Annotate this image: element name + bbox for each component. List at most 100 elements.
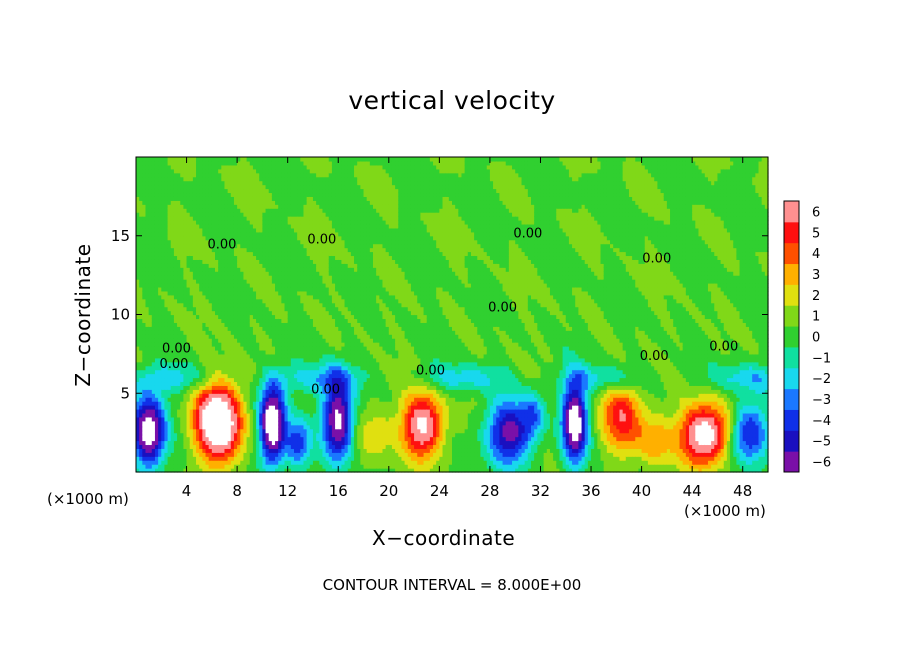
field-cell — [173, 405, 178, 410]
field-cell — [215, 223, 219, 229]
field-cell — [240, 428, 245, 434]
field-cell — [233, 251, 238, 257]
field-cell — [189, 176, 194, 182]
field-cell — [237, 200, 241, 205]
field-cell — [202, 326, 207, 331]
field-cell — [161, 416, 166, 422]
field-cell — [211, 389, 216, 394]
field-cell — [237, 259, 241, 264]
field-cell — [189, 326, 194, 331]
field-cell — [233, 381, 238, 386]
field-cell — [246, 235, 251, 241]
field-cell — [230, 420, 235, 426]
field-cell — [221, 460, 226, 465]
field-cell — [136, 322, 140, 327]
field-cell — [139, 346, 143, 351]
field-cell — [249, 231, 254, 237]
field-cell — [180, 306, 184, 312]
field-cell — [224, 373, 229, 379]
field-cell — [164, 314, 169, 320]
field-cell — [199, 223, 203, 229]
field-cell — [154, 227, 159, 233]
field-cell — [148, 204, 153, 209]
field-cell — [205, 436, 210, 442]
field-cell — [243, 298, 248, 304]
field-cell — [170, 428, 175, 434]
field-cell — [145, 160, 150, 166]
field-cell — [227, 373, 232, 379]
field-cell — [240, 310, 245, 316]
field-cell — [180, 349, 184, 355]
field-cell — [173, 231, 178, 237]
field-cell — [224, 460, 229, 465]
field-cell — [240, 349, 245, 355]
field-cell — [142, 259, 147, 264]
field-cell — [186, 440, 191, 446]
field-cell — [192, 436, 197, 442]
field-cell — [233, 200, 238, 205]
field-cell — [154, 460, 159, 465]
field-cell — [192, 216, 197, 221]
field-cell — [230, 172, 235, 178]
field-cell — [249, 216, 254, 221]
field-cell — [208, 456, 213, 461]
field-cell — [148, 227, 153, 233]
field-cell — [237, 361, 241, 367]
field-cell — [243, 164, 248, 170]
field-cell — [192, 302, 197, 308]
field-cell — [180, 243, 184, 249]
field-cell — [237, 227, 241, 233]
field-cell — [180, 381, 184, 386]
field-cell — [139, 389, 143, 394]
field-cell — [151, 259, 156, 264]
field-cell — [173, 263, 178, 268]
field-cell — [249, 259, 254, 264]
field-cell — [208, 326, 213, 331]
field-cell — [151, 239, 156, 245]
field-cell — [136, 164, 140, 170]
field-cell — [246, 357, 251, 363]
field-cell — [170, 440, 175, 446]
field-cell — [227, 196, 232, 201]
field-cell — [224, 397, 229, 402]
field-cell — [221, 306, 226, 312]
field-cell — [158, 405, 162, 410]
field-cell — [230, 334, 235, 339]
field-cell — [192, 298, 197, 304]
field-cell — [154, 235, 159, 241]
field-cell — [205, 235, 210, 241]
field-cell — [240, 330, 245, 335]
field-cell — [192, 251, 197, 257]
field-cell — [151, 271, 156, 276]
field-cell — [208, 188, 213, 194]
field-cell — [145, 401, 150, 406]
field-cell — [205, 397, 210, 402]
field-cell — [221, 160, 226, 166]
field-cell — [148, 184, 153, 190]
field-cell — [167, 235, 172, 241]
field-cell — [205, 279, 210, 284]
field-cell — [221, 346, 226, 351]
field-cell — [154, 405, 159, 410]
field-cell — [221, 420, 226, 426]
field-cell — [224, 255, 229, 260]
field-cell — [142, 286, 147, 292]
field-cell — [177, 318, 181, 323]
field-cell — [221, 223, 226, 229]
field-cell — [167, 381, 172, 386]
field-cell — [139, 412, 143, 418]
field-cell — [227, 200, 232, 205]
field-cell — [233, 231, 238, 237]
field-cell — [240, 365, 245, 371]
field-cell — [230, 322, 235, 327]
field-cell — [233, 432, 238, 438]
field-cell — [136, 306, 140, 312]
field-cell — [167, 306, 172, 312]
field-cell — [189, 168, 194, 174]
field-cell — [177, 216, 181, 221]
field-cell — [202, 440, 207, 446]
field-cell — [148, 192, 153, 197]
field-cell — [183, 381, 188, 386]
field-cell — [158, 247, 162, 253]
field-cell — [164, 172, 169, 178]
